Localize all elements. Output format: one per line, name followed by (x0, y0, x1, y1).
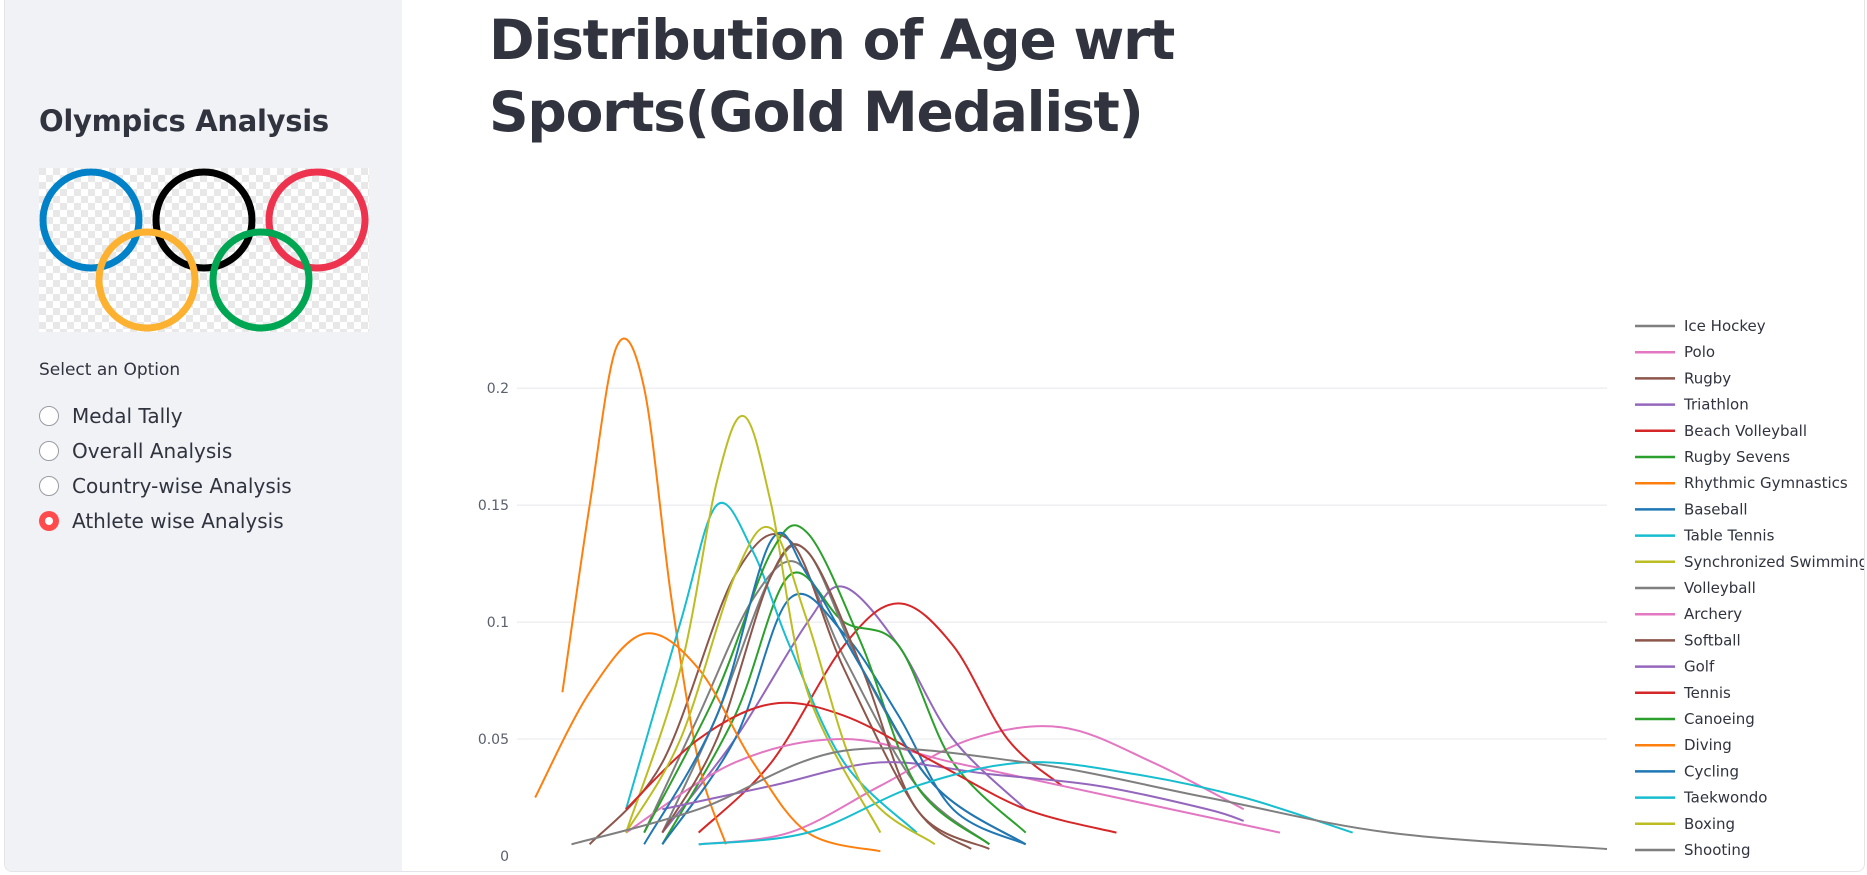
series-line-shooting[interactable] (571, 747, 1608, 850)
radio-country-wise-analysis[interactable]: Country-wise Analysis (39, 468, 292, 503)
legend-label[interactable]: Beach Volleyball (1684, 422, 1807, 440)
radio-overall-analysis[interactable]: Overall Analysis (39, 433, 292, 468)
legend-label[interactable]: Cycling (1684, 762, 1739, 780)
legend-label[interactable]: Baseball (1684, 500, 1748, 518)
y-tick-label: 0.1 (487, 615, 509, 631)
radio-option-label: Country-wise Analysis (72, 473, 292, 498)
series-line-canoeing[interactable] (643, 524, 990, 846)
series-line-golf[interactable] (662, 761, 1244, 822)
legend-label[interactable]: Canoeing (1684, 710, 1755, 728)
radio-option-label: Athlete wise Analysis (72, 508, 284, 533)
legend-label[interactable]: Shooting (1684, 841, 1750, 859)
legend-label[interactable]: Tennis (1683, 684, 1731, 702)
radio-group-label: Select an Option (39, 360, 181, 380)
y-tick-label: 0.05 (478, 732, 509, 748)
legend-label[interactable]: Softball (1684, 631, 1741, 649)
app-frame: Olympics Analysis Select an Option (4, 0, 1865, 872)
legend-label[interactable]: Rugby (1684, 369, 1731, 387)
series-line-boxing[interactable] (625, 525, 936, 846)
legend-label[interactable]: Archery (1684, 605, 1742, 623)
y-tick-label: 0.2 (487, 381, 509, 397)
series-line-table-tennis[interactable] (625, 501, 918, 834)
series-line-rugby-sevens[interactable] (661, 571, 1027, 845)
legend-label[interactable]: Rhythmic Gymnastics (1684, 474, 1848, 492)
legend-label[interactable]: Diving (1684, 736, 1732, 754)
legend-label[interactable]: Boxing (1684, 815, 1735, 833)
sidebar: Olympics Analysis Select an Option (5, 0, 402, 871)
series-line-archery[interactable] (625, 738, 1281, 834)
legend-label[interactable]: Synchronized Swimming (1684, 553, 1865, 571)
series-line-polo[interactable] (698, 725, 1245, 846)
radio-button[interactable] (39, 440, 59, 461)
legend-label[interactable]: Table Tennis (1683, 527, 1775, 545)
olympic-rings-logo (39, 168, 369, 332)
legend-label[interactable]: Triathlon (1683, 396, 1749, 414)
series-line-synchronized-swimming[interactable] (625, 414, 882, 834)
radio-athlete-wise-analysis[interactable]: Athlete wise Analysis (39, 503, 292, 538)
legend-label[interactable]: Ice Hockey (1684, 317, 1766, 335)
y-tick-label: 0 (500, 849, 509, 865)
radio-medal-tally[interactable]: Medal Tally (39, 398, 292, 433)
series-line-beach-volleyball[interactable] (697, 602, 1063, 834)
option-radio-group: Medal Tally Overall Analysis Country-wis… (39, 398, 292, 538)
legend-label[interactable]: Taekwondo (1683, 789, 1767, 807)
series-line-cycling[interactable] (643, 531, 1027, 846)
y-tick-label: 0.15 (478, 498, 509, 514)
legend-label[interactable]: Volleyball (1684, 579, 1756, 597)
radio-option-label: Medal Tally (72, 403, 183, 428)
radio-option-label: Overall Analysis (72, 438, 233, 463)
legend-label[interactable]: Golf (1684, 658, 1715, 676)
series-line-tennis[interactable] (625, 701, 1117, 834)
legend-label[interactable]: Polo (1684, 343, 1715, 361)
series-line-rhythmic-gymnastics[interactable] (561, 337, 727, 845)
radio-button[interactable] (39, 405, 59, 426)
legend-label[interactable]: Rugby Sevens (1684, 448, 1790, 466)
sidebar-title: Olympics Analysis (39, 104, 329, 138)
page-title: Distribution of Age wrt Sports(Gold Meda… (489, 8, 1175, 144)
radio-button[interactable] (39, 475, 59, 496)
age-distribution-chart: 0 0.05 0.1 0.15 0.2 Ice Hockey Polo Rugby Triath… (478, 317, 1865, 865)
radio-button-selected[interactable] (39, 510, 59, 531)
series-line-softball[interactable] (661, 543, 990, 850)
